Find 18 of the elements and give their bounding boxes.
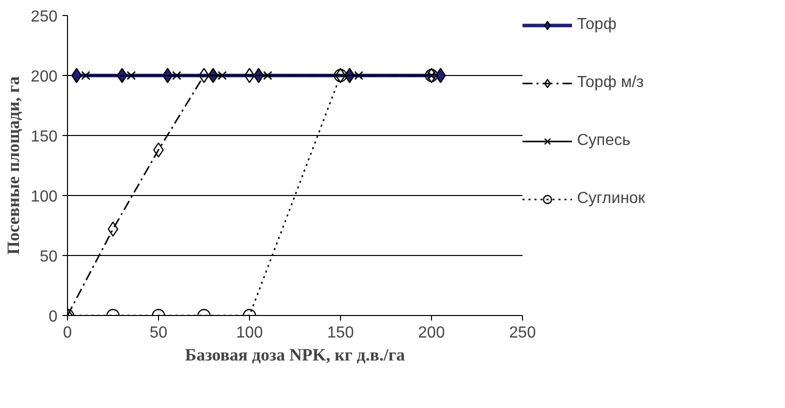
y-tick-label: 250 bbox=[30, 8, 58, 26]
y-tick-label: 0 bbox=[48, 308, 58, 326]
legend-label: Супесь bbox=[577, 132, 630, 150]
x-tick-label: 200 bbox=[418, 324, 445, 342]
y-tick-label: 100 bbox=[30, 188, 58, 206]
legend-label: Торф bbox=[577, 16, 616, 34]
y-axis-title: Посевные площади, га bbox=[4, 76, 23, 255]
x-tick-label: 150 bbox=[327, 324, 354, 342]
legend-label: Торф м/з bbox=[577, 74, 644, 92]
x-tick-label: 100 bbox=[236, 324, 263, 342]
y-tick-label: 200 bbox=[30, 68, 58, 86]
y-tick-label: 50 bbox=[40, 248, 58, 266]
x-tick-label: 250 bbox=[509, 324, 536, 342]
x-tick-label: 0 bbox=[63, 324, 72, 342]
x-axis-title: Базовая доза NPK, кг д.в./га bbox=[185, 346, 406, 364]
y-tick-label: 150 bbox=[30, 128, 58, 146]
x-tick-label: 50 bbox=[150, 324, 168, 342]
legend-label: Суглинок bbox=[577, 190, 646, 208]
